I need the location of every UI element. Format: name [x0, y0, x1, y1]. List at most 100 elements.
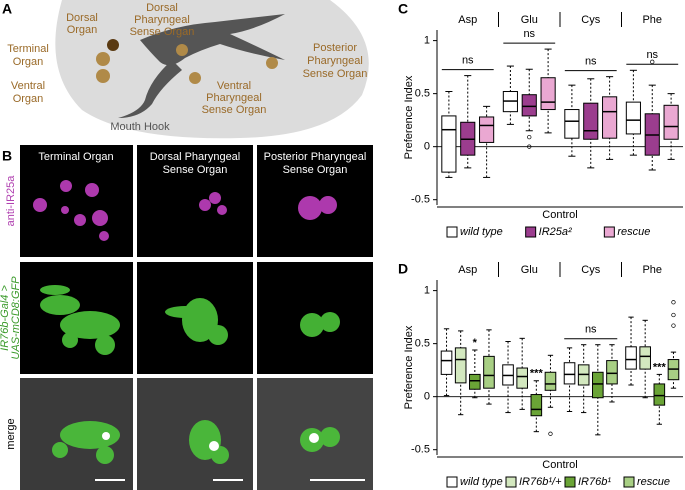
label: Terminal: [7, 43, 49, 55]
outlier: [527, 144, 532, 149]
dorsal-organ: [107, 39, 119, 51]
legend-swatch: [446, 476, 458, 488]
outlier: [671, 312, 676, 318]
label: Ventral: [11, 80, 45, 92]
significance: ns: [523, 28, 535, 40]
legend-label: rescue: [637, 476, 670, 488]
significance: ***: [653, 361, 667, 373]
legend-swatch: [623, 476, 635, 488]
legend-swatch: [603, 226, 615, 238]
column-header: Dorsal Pharyngeal: [150, 151, 241, 163]
terminal-organ: [96, 52, 110, 66]
box: [625, 346, 637, 370]
box: [530, 394, 543, 417]
x-axis-label: Control: [542, 459, 577, 471]
outlier: [548, 431, 553, 436]
legend-swatch: [525, 226, 537, 238]
y-tick-label: 0: [424, 391, 430, 403]
column-header: Sense Organ: [163, 164, 228, 176]
label: Pharyngeal: [307, 55, 363, 67]
label: Pharyngeal: [134, 14, 190, 26]
label: Dorsal: [146, 2, 178, 14]
panel-label: D: [398, 261, 408, 277]
box: [454, 347, 467, 384]
y-tick-label: -0.5: [411, 444, 430, 456]
significance: ns: [585, 56, 597, 68]
label: Organ: [13, 93, 44, 105]
category-header: Asp: [458, 14, 477, 26]
category-header: Glu: [521, 264, 538, 276]
ventral-organ: [96, 69, 110, 83]
box: [516, 367, 528, 389]
larva-head: [55, 0, 369, 139]
legend-label: IR76b¹/+: [519, 476, 562, 488]
legend-label: wild type: [460, 226, 503, 238]
legend-label: rescue: [617, 226, 650, 238]
y-axis-label: Preference Index: [403, 75, 415, 159]
category-header: Cys: [581, 14, 600, 26]
box: [583, 102, 599, 140]
significance: ***: [530, 368, 544, 380]
significance: ns: [585, 324, 597, 336]
legend-swatch: [446, 226, 458, 238]
category-header: Phe: [642, 14, 662, 26]
box: [483, 355, 495, 389]
x-axis-label: Control: [542, 209, 577, 221]
label: Posterior: [313, 42, 357, 54]
box: [563, 362, 576, 385]
dps-organ: [176, 44, 188, 56]
label: Sense Organ: [303, 68, 368, 80]
legend-label: IR25a²: [539, 226, 572, 238]
label: Organ: [13, 56, 44, 68]
box: [469, 373, 481, 390]
y-tick-label: 0.5: [415, 88, 430, 100]
y-tick-label: 0.5: [415, 338, 430, 350]
row-label: IR76b-Gal4 >: [0, 285, 11, 351]
box: [606, 360, 618, 385]
box: [602, 96, 618, 139]
y-axis-label: Preference Index: [403, 325, 415, 409]
box: [521, 94, 537, 117]
outlier: [650, 59, 655, 64]
label: Mouth Hook: [110, 121, 170, 133]
category-header: Glu: [521, 14, 538, 26]
y-tick-label: 1: [424, 285, 430, 297]
column-header: Sense Organ: [283, 164, 348, 176]
box: [479, 116, 495, 143]
image: [137, 145, 253, 257]
y-tick-label: 1: [424, 35, 430, 47]
label: Sense Organ: [130, 26, 195, 38]
box: [639, 346, 651, 370]
legend-label: IR76b¹: [578, 476, 611, 488]
legend-swatch: [505, 476, 517, 488]
panel-label: A: [2, 1, 12, 17]
pharyngeal-skeleton: [140, 14, 285, 66]
category-header: Cys: [581, 264, 600, 276]
panel-label: C: [398, 1, 408, 17]
category-header: Phe: [642, 264, 662, 276]
row-label: anti-IR25a: [5, 175, 17, 227]
box: [625, 101, 641, 135]
significance: ns: [646, 49, 658, 61]
row-label: UAS-mCD8:GFP: [10, 276, 22, 360]
box: [540, 77, 556, 111]
label: Sense Organ: [202, 104, 267, 116]
label: Dorsal: [66, 12, 98, 24]
y-tick-label: -0.5: [411, 194, 430, 206]
panel-label: B: [2, 148, 12, 164]
mouth-hook-shape: [118, 60, 182, 118]
row-label: merge: [5, 418, 17, 449]
column-header: Terminal Organ: [38, 151, 113, 163]
box: [544, 371, 557, 391]
pps-organ: [266, 57, 278, 69]
vps-organ: [189, 72, 201, 84]
legend-swatch: [564, 476, 576, 488]
outlier: [671, 323, 676, 328]
significance: ns: [462, 55, 474, 67]
legend-label: wild type: [460, 476, 503, 488]
box: [653, 383, 666, 406]
y-tick-label: 0: [424, 141, 430, 153]
box: [441, 115, 457, 173]
box: [663, 104, 679, 140]
